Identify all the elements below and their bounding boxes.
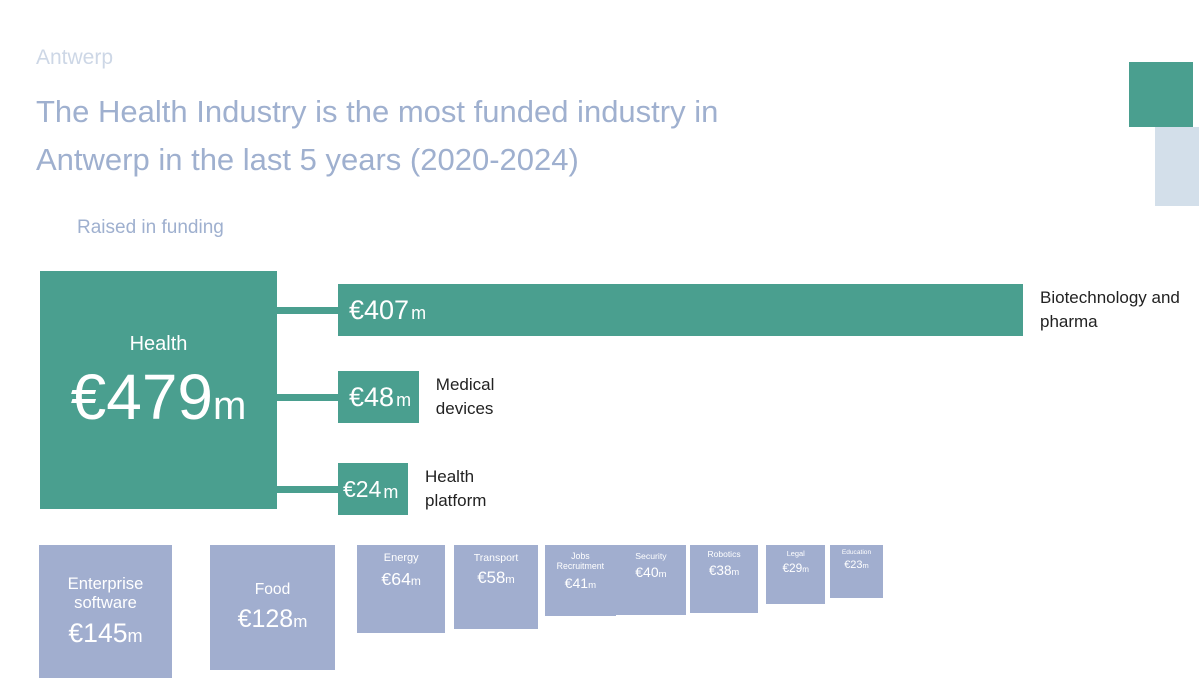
industry-value-unit-enterprise-software: m: [127, 626, 143, 647]
industry-energy: Energy €64m: [357, 545, 446, 634]
decorative-blue-square: [1155, 127, 1199, 206]
industry-value-food: €128m: [238, 605, 308, 634]
health-total-value-wrap: €479m: [71, 362, 247, 441]
industry-label-food: Food: [254, 580, 291, 598]
bar-label-health-platform: Health platform: [425, 467, 487, 510]
connector-health-platform: [277, 486, 338, 493]
bar-unit-medical-devices: m: [396, 389, 412, 410]
industry-label-legal: Legal: [786, 549, 805, 558]
industry-value-number-legal: €29: [782, 561, 803, 576]
bar-health-platform: €24 m: [338, 463, 408, 515]
industry-value-unit-jobs-recruitment: m: [588, 579, 597, 591]
industry-legal: Legal €29m: [766, 545, 826, 605]
industry-value-legal: €29m: [782, 561, 809, 575]
health-total-value: €479: [70, 361, 214, 433]
industry-label-jobs-recruitment: Jobs Recruitment: [556, 551, 605, 572]
industry-security: Security €40m: [616, 545, 686, 615]
industry-value-education: €23m: [844, 559, 869, 571]
bar-biotechnology-and-pharma: €407 m: [338, 284, 1023, 336]
health-total-block: Health €479m: [40, 271, 277, 509]
industry-education: Education €23m: [830, 545, 883, 598]
industry-value-number-enterprise-software: €145: [68, 618, 128, 649]
industry-value-number-education: €23: [844, 559, 863, 572]
bar-medical-devices: €48 m: [338, 371, 419, 423]
industry-value-security: €40m: [635, 564, 666, 580]
industry-value-robotics: €38m: [709, 563, 739, 578]
industry-value-number-food: €128: [237, 605, 294, 634]
industry-value-number-robotics: €38: [708, 563, 732, 579]
industry-robotics: Robotics €38m: [690, 545, 759, 614]
industry-label-education: Education: [841, 549, 872, 556]
industry-jobs-recruitment: Jobs Recruitment €41m: [545, 545, 616, 616]
industry-value-unit-food: m: [293, 612, 308, 632]
industry-value-number-energy: €64: [381, 569, 411, 590]
industry-value-unit-education: m: [862, 561, 869, 571]
industry-transport: Transport €58m: [454, 545, 539, 630]
industry-label-transport: Transport: [473, 552, 519, 564]
industry-value-number-security: €40: [635, 564, 659, 581]
bar-unit-health-platform: m: [383, 481, 399, 502]
industry-food: Food €128m: [210, 545, 335, 670]
industry-value-unit-security: m: [658, 569, 667, 581]
decorative-teal-square: [1129, 62, 1193, 127]
bar-label-biotechnology-and-pharma: Biotechnology and pharma: [1040, 288, 1180, 331]
industry-value-number-jobs-recruitment: €41: [564, 574, 589, 591]
industry-value-unit-robotics: m: [731, 567, 740, 578]
supertitle: Antwerp: [36, 46, 114, 69]
industry-value-transport: €58m: [477, 568, 515, 588]
bar-unit-biotechnology-and-pharma: m: [411, 302, 427, 323]
industry-value-unit-transport: m: [505, 574, 515, 587]
industry-label-security: Security: [635, 551, 667, 561]
connector-biotechnology-and-pharma: [277, 307, 338, 314]
industry-value-unit-legal: m: [802, 565, 810, 575]
industry-value-unit-energy: m: [410, 574, 421, 589]
bar-label-medical-devices: Medical devices: [435, 375, 495, 418]
industry-label-enterprise-software: Enterprise software: [67, 573, 144, 612]
chart-subtitle: Raised in funding: [77, 217, 224, 238]
industry-label-robotics: Robotics: [707, 549, 741, 559]
bar-value-medical-devices: €48: [349, 381, 395, 412]
health-total-label: Health: [129, 333, 188, 355]
industry-value-energy: €64m: [381, 569, 421, 590]
health-total-unit: m: [213, 384, 247, 428]
industry-enterprise-software: Enterprise software €145m: [39, 545, 172, 678]
industry-value-number-transport: €58: [477, 568, 506, 588]
industry-value-enterprise-software: €145m: [68, 618, 142, 649]
industry-label-energy: Energy: [383, 552, 419, 564]
page-title: The Health Industry is the most funded i…: [36, 94, 719, 177]
bar-value-biotechnology-and-pharma: €407: [349, 294, 410, 325]
industry-value-jobs-recruitment: €41m: [565, 575, 597, 591]
connector-medical-devices: [277, 394, 338, 401]
bar-value-health-platform: €24: [343, 475, 382, 502]
